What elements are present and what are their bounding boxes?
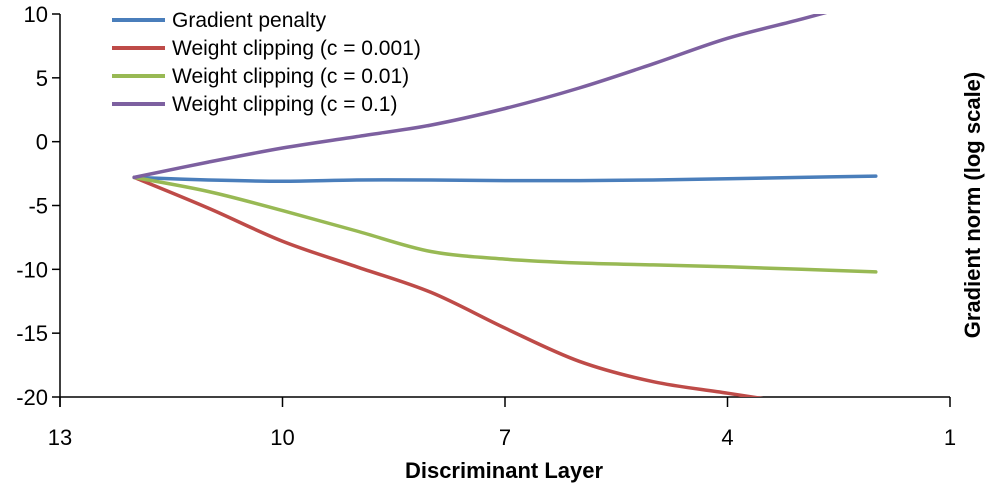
y-tick-label: -20 [16,385,48,410]
y-tick-label: 10 [24,2,48,27]
y-axis-title: Gradient norm (log scale) [960,72,985,339]
x-axis-title: Discriminant Layer [405,458,604,483]
y-tick-label: 5 [36,66,48,91]
legend-label-weight-clipping-0-01: Weight clipping (c = 0.01) [172,65,409,88]
x-tick-label: 13 [48,425,72,450]
y-tick-label: 0 [36,130,48,155]
series-line-gradient-penalty [132,174,878,183]
x-tick-label: 1 [944,425,956,450]
x-tick-label: 10 [270,425,294,450]
legend-label-weight-clipping-0-001: Weight clipping (c = 0.001) [172,37,421,60]
legend-label-gradient-penalty: Gradient penalty [172,9,327,32]
x-tick-label: 4 [721,425,733,450]
x-tick-label: 7 [499,425,511,450]
y-tick-label: -15 [16,321,48,346]
legend-label-weight-clipping-0-1: Weight clipping (c = 0.1) [172,93,397,116]
y-tick-label: -10 [16,257,48,282]
series-line-weight-clipping-0-01 [132,175,878,274]
series-line-weight-clipping-0-1 [132,14,828,180]
series-line-weight-clipping-0-001 [132,175,764,397]
y-tick-label: -5 [28,194,48,219]
